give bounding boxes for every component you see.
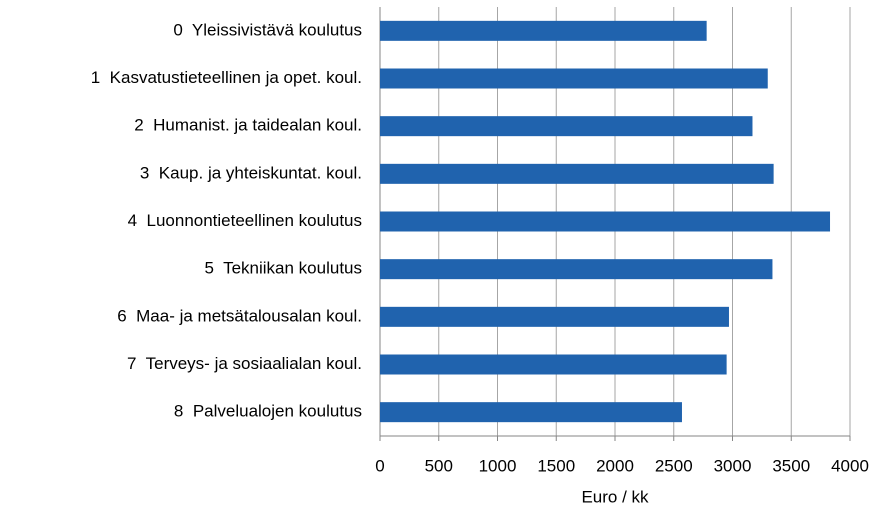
- x-tick-label: 4000: [831, 456, 869, 475]
- bar: [380, 116, 753, 137]
- x-tick-label: 2500: [655, 456, 693, 475]
- x-tick-label: 0: [375, 456, 384, 475]
- y-tick-label: 2 Humanist. ja taidealan koul.: [134, 116, 362, 135]
- y-tick-label: 1 Kasvatustieteellinen ja opet. koul.: [91, 68, 362, 87]
- x-axis-label: Euro / kk: [581, 487, 649, 506]
- y-tick-label: 4 Luonnontieteellinen koulutus: [128, 211, 362, 230]
- bar: [380, 20, 707, 41]
- bar: [380, 68, 768, 89]
- y-tick-label: 3 Kaup. ja yhteiskuntat. koul.: [140, 163, 362, 182]
- bar: [380, 259, 773, 280]
- y-tick-label: 6 Maa- ja metsätalousalan koul.: [117, 306, 362, 325]
- bar: [380, 211, 831, 232]
- x-tick-label: 3500: [772, 456, 810, 475]
- bar: [380, 306, 729, 327]
- x-tick-label: 500: [425, 456, 453, 475]
- x-tick-label: 2000: [596, 456, 634, 475]
- x-tick-label: 1000: [479, 456, 517, 475]
- x-tick-label: 3000: [714, 456, 752, 475]
- y-tick-label: 8 Palvelualojen koulutus: [174, 402, 362, 421]
- bar: [380, 163, 774, 184]
- y-tick-label: 5 Tekniikan koulutus: [204, 259, 362, 278]
- bar: [380, 402, 682, 423]
- bar: [380, 354, 727, 375]
- x-tick-label: 1500: [537, 456, 575, 475]
- y-tick-label: 0 Yleissivistävä koulutus: [173, 20, 362, 39]
- y-tick-label: 7 Terveys- ja sosiaalialan koul.: [127, 354, 362, 373]
